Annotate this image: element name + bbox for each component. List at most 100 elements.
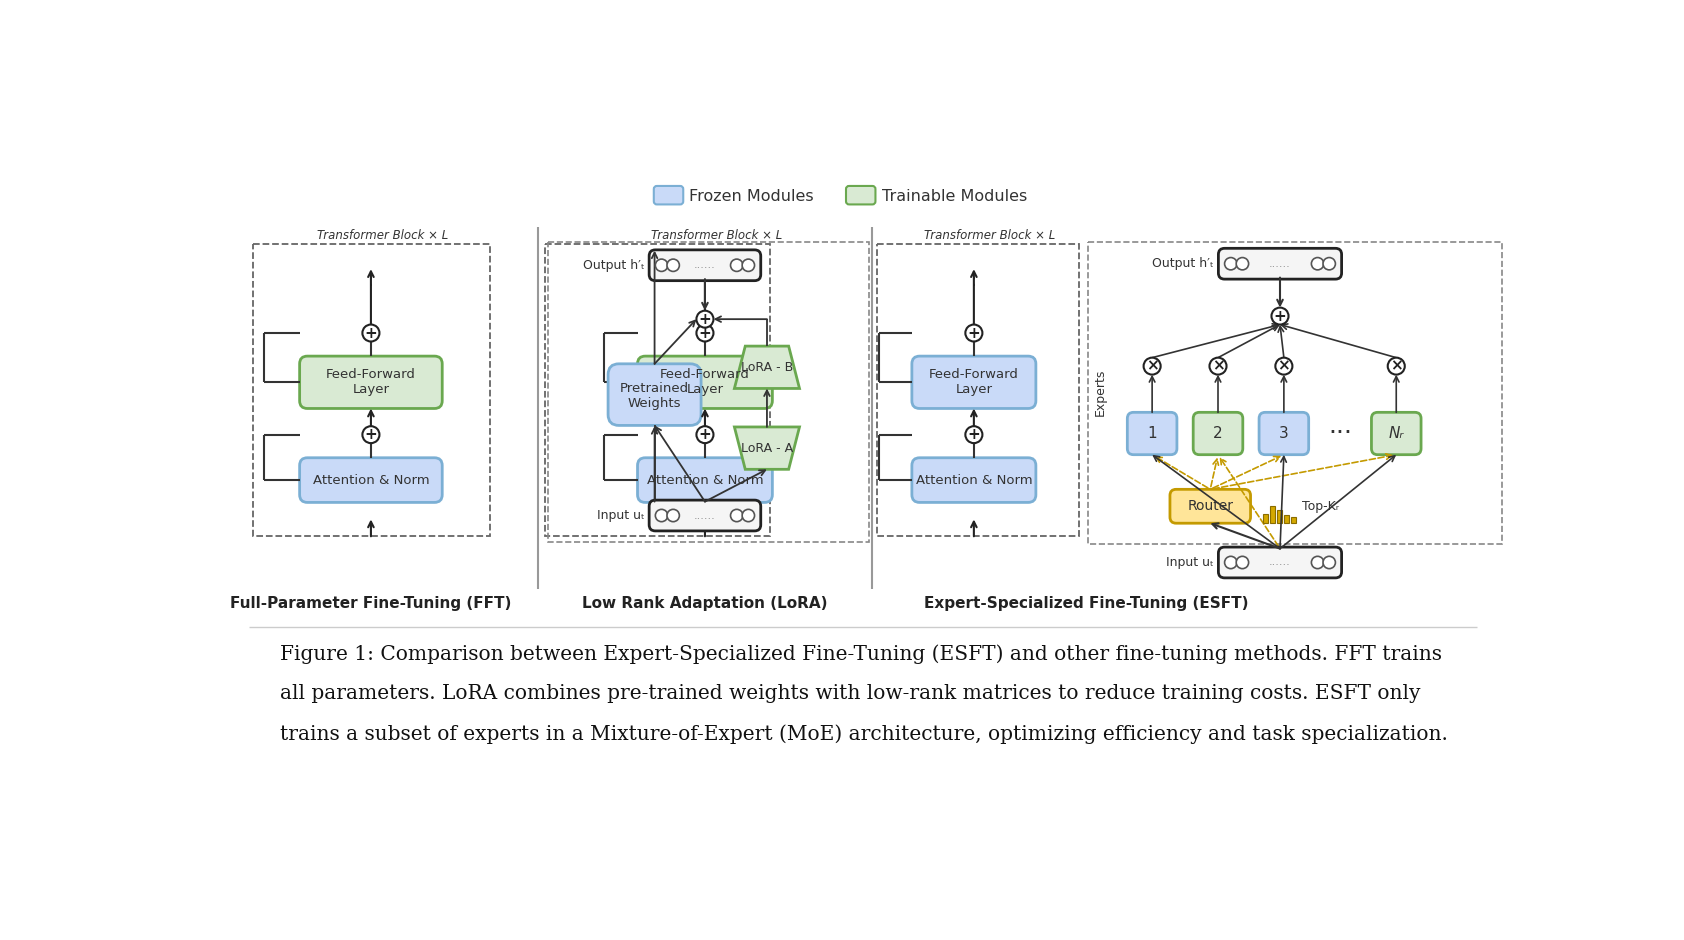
- Circle shape: [697, 426, 714, 443]
- Bar: [1283, 515, 1290, 524]
- FancyBboxPatch shape: [911, 356, 1036, 409]
- FancyBboxPatch shape: [1194, 413, 1243, 455]
- FancyBboxPatch shape: [1260, 413, 1308, 455]
- Circle shape: [1312, 556, 1324, 569]
- Bar: [1088, 243, 1502, 544]
- Circle shape: [731, 259, 743, 272]
- FancyBboxPatch shape: [638, 458, 773, 502]
- Text: Output h′ₜ: Output h′ₜ: [1152, 258, 1214, 270]
- FancyBboxPatch shape: [1219, 248, 1342, 279]
- Circle shape: [1143, 357, 1160, 375]
- Bar: [1292, 517, 1297, 524]
- Circle shape: [1271, 307, 1288, 324]
- FancyBboxPatch shape: [911, 458, 1036, 502]
- Text: Figure 1: Comparison between Expert-Specialized Fine-Tuning (ESFT) and other fin: Figure 1: Comparison between Expert-Spec…: [280, 644, 1442, 664]
- Text: Attention & Norm: Attention & Norm: [313, 474, 429, 487]
- Text: Low Rank Adaptation (LoRA): Low Rank Adaptation (LoRA): [583, 596, 829, 611]
- Text: ......: ......: [694, 260, 716, 271]
- Text: Top-Kᵣ: Top-Kᵣ: [1302, 500, 1339, 513]
- Text: ⋮: ⋮: [965, 270, 983, 288]
- Text: ......: ......: [1270, 557, 1292, 568]
- Text: ⋮: ⋮: [362, 270, 381, 288]
- Circle shape: [1275, 357, 1292, 375]
- Circle shape: [655, 509, 669, 522]
- Circle shape: [1236, 556, 1248, 569]
- Circle shape: [965, 324, 982, 341]
- Bar: [547, 243, 869, 542]
- FancyBboxPatch shape: [1371, 413, 1421, 455]
- Bar: [1263, 514, 1268, 524]
- Text: Attention & Norm: Attention & Norm: [647, 474, 763, 487]
- Text: Full-Parameter Fine-Tuning (FFT): Full-Parameter Fine-Tuning (FFT): [231, 596, 512, 611]
- FancyBboxPatch shape: [648, 250, 761, 281]
- FancyBboxPatch shape: [1219, 547, 1342, 578]
- Text: ×: ×: [1211, 359, 1224, 373]
- Polygon shape: [734, 346, 800, 388]
- Bar: [1270, 507, 1275, 524]
- FancyBboxPatch shape: [1170, 490, 1251, 524]
- Text: 2: 2: [1212, 426, 1223, 441]
- Circle shape: [1224, 556, 1238, 569]
- Text: +: +: [699, 427, 711, 442]
- FancyBboxPatch shape: [845, 186, 876, 204]
- Bar: [546, 243, 770, 537]
- Text: +: +: [364, 325, 377, 340]
- Text: +: +: [968, 427, 980, 442]
- Text: Nᵣ: Nᵣ: [1389, 426, 1404, 441]
- FancyBboxPatch shape: [608, 364, 701, 426]
- Circle shape: [362, 426, 379, 443]
- Text: Expert-Specialized Fine-Tuning (ESFT): Expert-Specialized Fine-Tuning (ESFT): [925, 596, 1248, 611]
- Text: +: +: [968, 325, 980, 340]
- Bar: [253, 243, 490, 537]
- Text: Attention & Norm: Attention & Norm: [916, 474, 1032, 487]
- Circle shape: [731, 509, 743, 522]
- Circle shape: [1324, 556, 1335, 569]
- Text: Feed-Forward
Layer: Feed-Forward Layer: [660, 368, 749, 397]
- Circle shape: [743, 509, 754, 522]
- FancyBboxPatch shape: [648, 500, 761, 531]
- Circle shape: [1324, 258, 1335, 270]
- Text: Trainable Modules: Trainable Modules: [882, 189, 1027, 204]
- Circle shape: [743, 259, 754, 272]
- Circle shape: [362, 324, 379, 341]
- Text: Pretrained
Weights: Pretrained Weights: [620, 383, 689, 410]
- Text: +: +: [699, 312, 711, 327]
- Text: ......: ......: [694, 510, 716, 521]
- Text: ⋮: ⋮: [695, 270, 714, 288]
- Text: +: +: [1273, 308, 1287, 323]
- Circle shape: [697, 324, 714, 341]
- Text: 1: 1: [1147, 426, 1157, 441]
- Circle shape: [1388, 357, 1404, 375]
- FancyBboxPatch shape: [1127, 413, 1177, 455]
- Circle shape: [1312, 258, 1324, 270]
- Text: Transformer Block × L: Transformer Block × L: [650, 229, 781, 243]
- Text: +: +: [699, 325, 711, 340]
- FancyBboxPatch shape: [300, 458, 443, 502]
- FancyBboxPatch shape: [300, 356, 443, 409]
- Text: Output h′ₜ: Output h′ₜ: [583, 258, 645, 272]
- Text: ......: ......: [1270, 258, 1292, 269]
- Text: Input uₜ: Input uₜ: [596, 509, 645, 522]
- FancyBboxPatch shape: [653, 186, 684, 204]
- Circle shape: [667, 509, 679, 522]
- Text: trains a subset of experts in a Mixture-of-Expert (MoE) architecture, optimizing: trains a subset of experts in a Mixture-…: [280, 724, 1448, 744]
- Circle shape: [1236, 258, 1248, 270]
- Text: +: +: [364, 427, 377, 442]
- Circle shape: [697, 311, 714, 328]
- Text: ×: ×: [1389, 359, 1403, 373]
- Text: all parameters. LoRA combines pre-trained weights with low-rank matrices to redu: all parameters. LoRA combines pre-traine…: [280, 684, 1421, 703]
- Text: Feed-Forward
Layer: Feed-Forward Layer: [327, 368, 416, 397]
- Text: ×: ×: [1145, 359, 1159, 373]
- Text: ×: ×: [1278, 359, 1290, 373]
- Text: Input uₜ: Input uₜ: [1167, 556, 1214, 569]
- Polygon shape: [734, 427, 800, 469]
- Bar: [877, 243, 1078, 537]
- Text: Transformer Block × L: Transformer Block × L: [923, 229, 1054, 243]
- Circle shape: [655, 259, 669, 272]
- Text: Experts: Experts: [1093, 368, 1106, 416]
- Text: Frozen Modules: Frozen Modules: [689, 189, 813, 204]
- Text: ···: ···: [1329, 421, 1352, 446]
- Circle shape: [1224, 258, 1238, 270]
- Circle shape: [965, 426, 982, 443]
- Bar: [1276, 510, 1282, 524]
